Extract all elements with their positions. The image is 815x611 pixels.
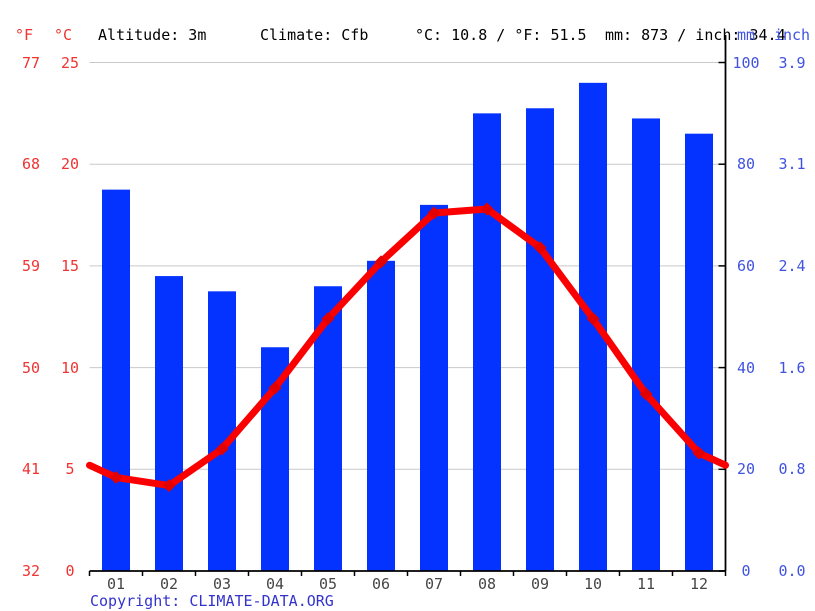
mm-axis-title: mm (736, 26, 756, 44)
right-axis-inch-tick: 0.0 (778, 562, 806, 580)
left-axis-celsius-tick: 10 (60, 358, 80, 377)
month-label: 05 (318, 574, 338, 593)
left-axis-fahrenheit-tick: 59 (21, 256, 41, 275)
annual-precipitation-label: mm: 873 / inch: 34.4 (605, 26, 786, 44)
left-axis-fahrenheit-tick: 50 (21, 358, 41, 377)
copyright: Copyright: CLIMATE-DATA.ORG (90, 593, 334, 610)
left-axis-celsius-tick: 25 (60, 53, 80, 72)
right-axis-mm-tick: 0 (741, 562, 751, 580)
temperature-marker (109, 470, 123, 484)
right-axis-inch-tick: 1.6 (778, 358, 806, 377)
precipitation-bar (473, 113, 501, 571)
right-axis-mm-tick: 60 (736, 256, 756, 275)
right-axis-inch-tick: 2.4 (778, 256, 806, 275)
temperature-line (86, 205, 729, 490)
precipitation-bar (526, 108, 554, 571)
fahrenheit-axis-title: °F (14, 26, 34, 44)
right-axis-mm-tick: 80 (736, 155, 756, 174)
month-label: 11 (636, 574, 656, 593)
precipitation-bar (632, 118, 660, 571)
month-label: 10 (583, 574, 603, 593)
precipitation-bar (155, 276, 183, 571)
temperature-marker (586, 312, 600, 326)
right-axis-inch-tick: 0.8 (778, 460, 806, 479)
right-axis-mm-tick: 40 (736, 358, 756, 377)
month-label: 01 (106, 574, 126, 593)
precipitation-bar (102, 189, 130, 571)
right-axis-inch-tick: 3.9 (778, 53, 806, 72)
climate-classification-label: Climate: Cfb (260, 26, 369, 44)
temperature-marker (533, 241, 547, 255)
mean-temperature-label: °C: 10.8 / °F: 51.5 (415, 26, 587, 44)
month-label: 07 (424, 574, 444, 593)
precipitation-bar (367, 260, 395, 571)
left-axis-celsius-tick: 20 (60, 155, 80, 174)
left-axis-celsius-tick: 5 (65, 460, 75, 479)
left-axis-celsius-tick: 15 (60, 256, 80, 275)
month-label: 03 (212, 574, 232, 593)
precipitation-bar (420, 204, 448, 571)
precipitation-bar (685, 133, 713, 571)
left-axis-celsius-tick: 0 (65, 562, 75, 580)
left-axis-fahrenheit-tick: 32 (21, 562, 41, 580)
copyright-label: Copyright: (90, 592, 181, 610)
left-axis-fahrenheit-tick: 68 (21, 155, 41, 174)
month-label: 08 (477, 574, 497, 593)
month-label: 04 (265, 574, 285, 593)
right-axis-mm-tick: 100 (732, 53, 760, 72)
temperature-marker (215, 442, 229, 456)
month-label: 02 (159, 574, 179, 593)
left-axis-fahrenheit-tick: 77 (21, 53, 41, 72)
right-axis-mm-tick: 20 (736, 460, 756, 479)
temperature-marker (427, 206, 441, 220)
temperature-marker (321, 312, 335, 326)
temperature-marker (268, 381, 282, 395)
month-label: 09 (530, 574, 550, 593)
copyright-site-link[interactable]: CLIMATE-DATA.ORG (189, 592, 334, 610)
inch-axis-title: inch (773, 26, 811, 44)
temperature-marker (639, 387, 653, 401)
month-label: 06 (371, 574, 391, 593)
temperature-marker (692, 446, 706, 460)
temperature-marker (374, 255, 388, 269)
precipitation-bar (208, 291, 236, 571)
temperature-marker (162, 479, 176, 493)
temperature-marker (480, 202, 494, 216)
celsius-axis-title: °C (53, 26, 73, 44)
altitude-label: Altitude: 3m (98, 26, 207, 44)
right-axis-inch-tick: 3.1 (778, 155, 806, 174)
left-axis-fahrenheit-tick: 41 (21, 460, 41, 479)
month-label: 12 (689, 574, 709, 593)
